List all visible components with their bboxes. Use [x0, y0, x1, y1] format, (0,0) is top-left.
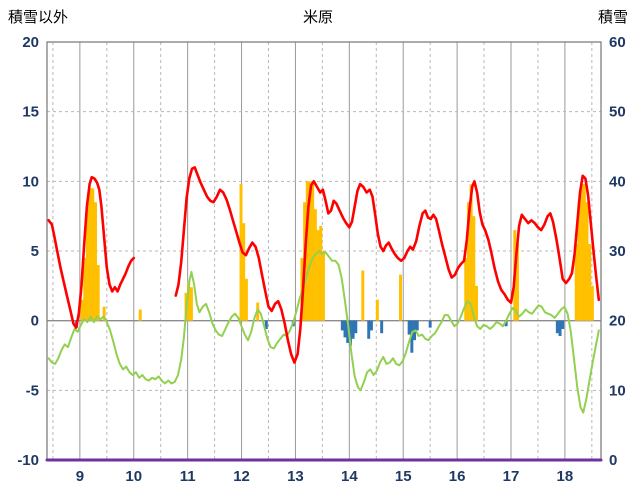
orange-bars-bar — [83, 257, 87, 321]
red-line — [47, 175, 136, 329]
orange-bars-bar — [399, 274, 403, 321]
orange-bars-bar — [590, 285, 594, 321]
blue-bars-bar — [415, 320, 419, 331]
orange-bars-bar — [244, 278, 248, 321]
orange-bars-bar — [321, 251, 325, 321]
orange-bars-bar — [242, 223, 246, 321]
y-right-tick-label: 60 — [609, 34, 626, 51]
orange-bars-bar — [466, 202, 470, 321]
orange-bars-bar — [305, 181, 309, 321]
y-left-tick-label: 10 — [22, 173, 39, 190]
orange-bars-bar — [138, 309, 142, 321]
x-tick-label: 16 — [449, 468, 466, 485]
blue-bars-bar — [367, 320, 371, 339]
blue-bars-bar — [504, 320, 508, 327]
y-left-tick-label: 5 — [31, 243, 39, 260]
orange-bars-bar — [94, 202, 97, 321]
x-tick-label: 12 — [233, 468, 250, 485]
orange-bars-bar — [313, 209, 317, 321]
orange-bars-bar — [91, 188, 95, 321]
orange-bars-bar — [189, 287, 193, 321]
orange-bars-bar — [88, 188, 92, 321]
blue-bars-bar — [561, 320, 565, 330]
x-tick-label: 13 — [287, 468, 304, 485]
y-left-tick-label: -10 — [17, 452, 39, 469]
blue-bars-bar — [407, 320, 411, 335]
blue-bars-bar — [558, 320, 562, 336]
y-right-tick-label: 40 — [609, 173, 626, 190]
orange-bars-bar — [582, 184, 586, 321]
orange-bars-bar — [472, 216, 476, 321]
orange-bars-bar — [80, 299, 84, 321]
y-right-tick-label: 0 — [609, 452, 617, 469]
orange-bars-bar — [580, 184, 584, 321]
blue-bars-bar — [369, 320, 373, 331]
y-left-tick-label: 15 — [22, 104, 39, 121]
right-axis-title: 積雪 — [597, 9, 628, 26]
x-tick-label: 15 — [395, 468, 412, 485]
orange-bars-bar — [515, 244, 519, 321]
blue-bars-bar — [348, 320, 352, 346]
y-right-tick-label: 50 — [609, 104, 626, 121]
blue-bars-bar — [343, 320, 347, 338]
orange-bars-bar — [375, 299, 379, 321]
orange-bars-bar — [308, 181, 312, 321]
orange-bars-bar — [239, 184, 243, 321]
orange-bars-bar — [316, 230, 320, 321]
orange-bars-bar — [96, 264, 100, 321]
orange-bars-bar — [102, 306, 106, 321]
orange-bars-bar — [361, 270, 365, 321]
orange-bars-bar — [311, 184, 315, 321]
y-left-tick-label: 20 — [22, 34, 39, 51]
orange-bars-bar — [588, 244, 592, 321]
chart-title: 米原 — [302, 9, 333, 26]
blue-bars-bar — [354, 320, 358, 334]
orange-bars-bar — [585, 202, 589, 321]
x-tick-label: 11 — [180, 468, 196, 485]
blue-bars-bar — [351, 320, 355, 339]
y-right-tick-label: 20 — [609, 313, 626, 330]
orange-bars-bar — [85, 202, 89, 321]
red-line — [174, 166, 601, 364]
blue-bars-bar — [380, 320, 384, 334]
orange-bars-bar — [577, 202, 581, 321]
x-tick-label: 14 — [341, 468, 358, 485]
blue-bars-bar — [346, 320, 350, 343]
green-line — [47, 250, 600, 414]
left-axis-title: 積雪以外 — [8, 9, 69, 26]
x-tick-label: 17 — [503, 468, 520, 485]
blue-bars-bar — [264, 320, 268, 330]
blue-bars-bar — [340, 320, 344, 331]
y-right-tick-label: 30 — [609, 243, 626, 260]
y-left-tick-label: -5 — [26, 382, 39, 399]
orange-bars-bar — [475, 285, 478, 321]
y-left-tick-label: 0 — [31, 313, 39, 330]
blue-bars-bar — [555, 320, 559, 334]
x-tick-label: 9 — [76, 468, 84, 485]
blue-bars-bar — [428, 320, 432, 328]
x-tick-label: 10 — [125, 468, 142, 485]
blue-bars-bar — [410, 320, 414, 353]
y-right-tick-label: 10 — [609, 382, 626, 399]
orange-bars-bar — [187, 281, 191, 321]
orange-bars-bar — [469, 184, 473, 321]
orange-bars-bar — [574, 244, 578, 321]
x-tick-label: 18 — [557, 468, 574, 485]
orange-bars-bar — [319, 225, 323, 321]
orange-bars-bar — [464, 257, 468, 321]
